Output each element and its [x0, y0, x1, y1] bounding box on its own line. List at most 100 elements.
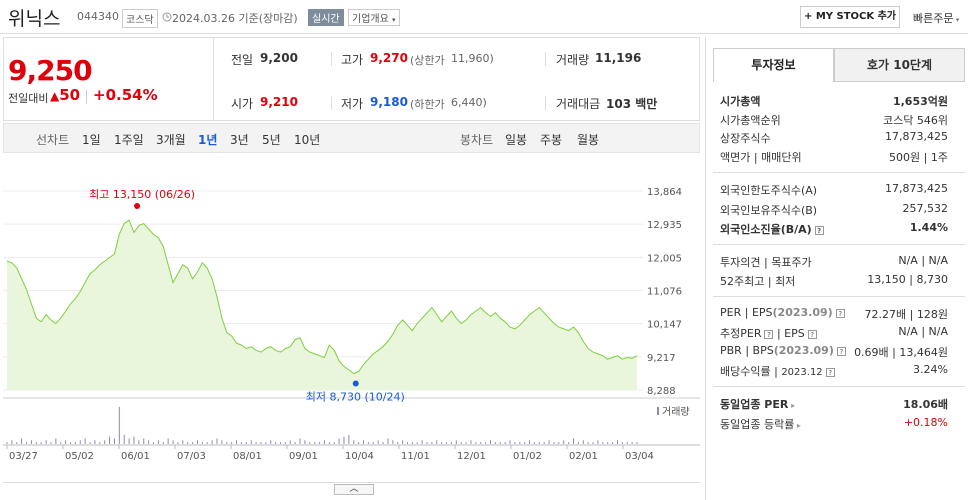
x-tick-label: 03/04: [625, 451, 654, 462]
volume-bar: [35, 442, 37, 444]
volume-bar: [519, 442, 521, 444]
x-tick-label: 02/01: [569, 451, 598, 462]
daily-candle-tab[interactable]: 일봉: [505, 133, 528, 147]
volume-bar: [563, 440, 565, 444]
high-value: 9,270: [370, 51, 408, 65]
volume-bars: [6, 407, 638, 444]
collapse-chart-button[interactable]: ︿: [334, 484, 374, 495]
high-annotation: 최고 13,150 (06/26): [89, 188, 195, 201]
volume-bar: [304, 440, 306, 444]
volume-bar: [621, 442, 623, 444]
volume-bar: [338, 438, 340, 444]
x-tick-label: 07/03: [177, 451, 206, 462]
chevron-up-icon: ︿: [349, 484, 359, 494]
quick-order-label: 빠른주문: [913, 12, 954, 25]
volume-bar: [143, 438, 145, 444]
volume-bar: [231, 442, 233, 444]
volume-bar: [494, 442, 496, 444]
volume-bar: [436, 440, 438, 444]
y-tick-label: 9,217: [647, 353, 676, 364]
volume-bar: [372, 442, 374, 444]
shares-value: 17,873,425: [885, 130, 948, 143]
low-label: 저가: [341, 97, 364, 111]
caret-right-icon: ▸: [794, 421, 801, 430]
eps-value: 128원: [916, 308, 948, 321]
volume-bar: [509, 440, 511, 444]
open-label: 시가: [231, 97, 254, 111]
sector-rate-label: 동일업종 등락률: [720, 418, 795, 431]
help-icon[interactable]: ?: [807, 329, 817, 339]
volume-bar: [558, 442, 560, 444]
tab-invest-info[interactable]: 투자정보: [713, 48, 834, 82]
dividend-value: 3.24%: [913, 363, 948, 376]
volume-bar: [514, 442, 516, 444]
period-5y-tab[interactable]: 5년: [262, 133, 281, 147]
help-icon[interactable]: ?: [814, 225, 824, 235]
volume-bar: [123, 434, 125, 444]
target-value: N/A: [928, 254, 948, 267]
lower-limit-value: 6,440): [451, 96, 487, 109]
market-cap-rank-row: 시가총액순위 코스닥 546위: [720, 112, 948, 127]
help-icon[interactable]: ?: [835, 308, 845, 318]
y-tick-label: 11,076: [647, 287, 682, 298]
help-icon[interactable]: ?: [836, 346, 846, 356]
volume-bar: [582, 440, 584, 444]
help-icon[interactable]: ?: [825, 367, 835, 377]
volume-bar: [548, 440, 550, 444]
base-date: 2024.03.26 기준(장마감): [172, 12, 298, 25]
volume-bar: [206, 442, 208, 444]
x-tick-label: 09/01: [289, 451, 318, 462]
divider: [713, 244, 965, 245]
volume-bar: [607, 442, 609, 444]
company-info-dropdown[interactable]: 기업개요 ▾: [348, 9, 400, 26]
market-cap-rank-value: 코스닥 546위: [883, 114, 948, 127]
volume-bar: [416, 442, 418, 444]
upper-limit-value: 11,960): [451, 52, 494, 65]
x-tick-label: 12/01: [457, 451, 486, 462]
eps-period: (2023.09): [772, 306, 833, 319]
weekly-candle-tab[interactable]: 주봉: [540, 133, 563, 147]
period-1d-tab[interactable]: 1일: [82, 133, 101, 147]
volume-bar: [568, 442, 570, 444]
volume-bar: [157, 440, 159, 444]
tab-orderbook[interactable]: 호가 10단계: [834, 48, 965, 82]
period-3m-tab[interactable]: 3개월: [156, 133, 186, 147]
prev-close-value: 9,200: [260, 51, 298, 65]
volume-bar: [99, 442, 101, 444]
volume-bar: [421, 440, 423, 444]
current-price: 9,250: [8, 54, 93, 87]
realtime-button[interactable]: 실시간: [308, 9, 344, 26]
quick-order-button[interactable]: 빠른주문 ▾: [913, 10, 959, 26]
volume-bar: [397, 442, 399, 444]
volume-bar: [592, 442, 594, 444]
par-row: 액면가 | 매매단위 500원 | 1주: [720, 151, 948, 164]
period-10y-tab[interactable]: 10년: [294, 133, 321, 147]
divider: [86, 90, 87, 104]
volume-bar: [455, 440, 457, 444]
volume-bar: [245, 442, 247, 444]
add-my-stock-button[interactable]: + MY STOCK 추가: [800, 6, 900, 28]
period-1y-tab[interactable]: 1년: [198, 133, 218, 147]
volume-bar: [470, 440, 472, 444]
monthly-candle-tab[interactable]: 월봉: [577, 133, 600, 147]
volume-bar: [377, 440, 379, 444]
volume-bar: [6, 442, 8, 444]
volume-bar: [367, 442, 369, 444]
y-tick-label: 8,288: [647, 386, 676, 397]
week52-high-value: 13,150: [867, 273, 906, 286]
shares-row: 상장주식수 17,873,425: [720, 130, 948, 145]
volume-bar: [226, 442, 228, 444]
divider: [331, 96, 332, 110]
per-label: PER: [720, 306, 742, 319]
volume-value: 11,196: [595, 51, 642, 65]
period-3y-tab[interactable]: 3년: [230, 133, 249, 147]
market-cap-value: 1,653억원: [892, 95, 948, 108]
help-icon[interactable]: ?: [764, 329, 774, 339]
volume-bar: [533, 442, 535, 444]
volume-bar: [79, 440, 81, 444]
volume-bar: [89, 442, 91, 444]
period-1w-tab[interactable]: 1주일: [114, 133, 144, 147]
volume-bar: [11, 440, 13, 444]
x-tick-label: 08/01: [233, 451, 262, 462]
price-chart[interactable]: 13,864 12,935 12,005 11,076 10,147 9,217 8,288…: [3, 155, 700, 483]
